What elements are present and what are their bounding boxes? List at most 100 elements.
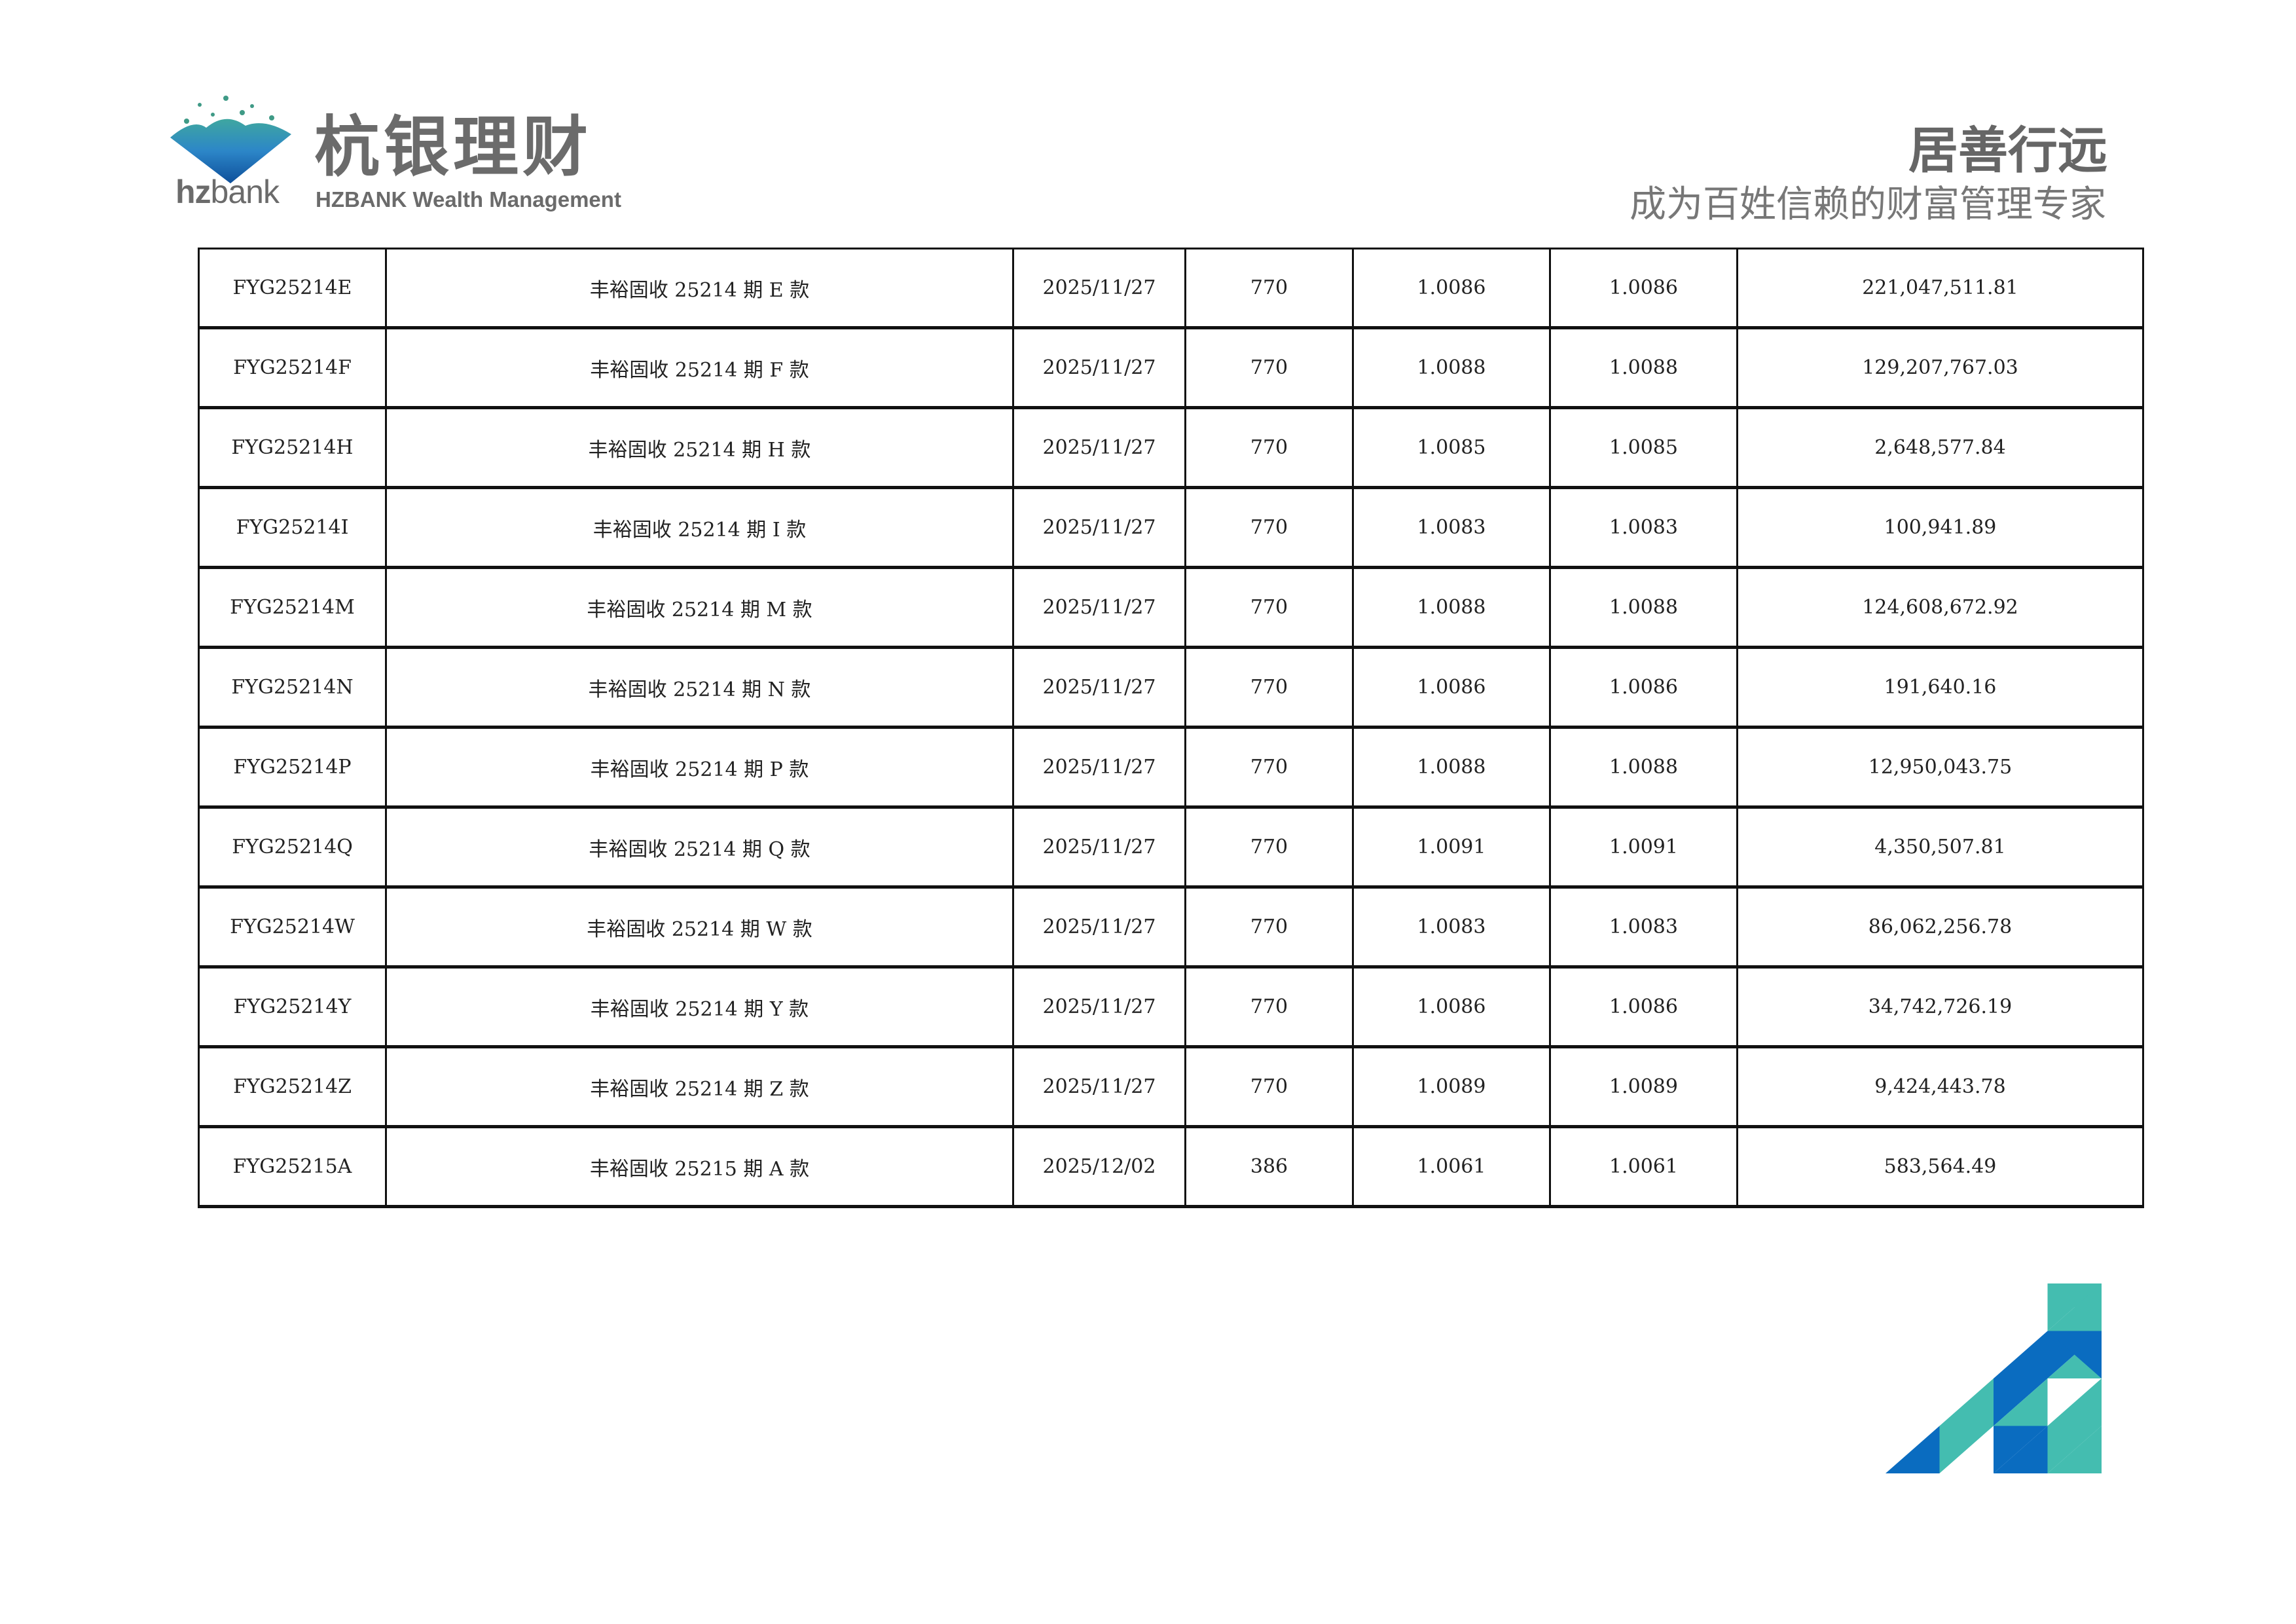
amount-cell: 2,648,577.84 — [1736, 407, 2144, 489]
unit-nav-cell: 1.0089 — [1352, 1046, 1551, 1128]
product-code-cell: FYG25215A — [198, 1126, 387, 1208]
brand-name-en: HZBANK Wealth Management — [316, 187, 621, 212]
amount-cell: 129,207,767.03 — [1736, 327, 2144, 409]
hzbank-logo-icon — [170, 96, 291, 183]
days-cell: 770 — [1184, 886, 1354, 968]
product-name-cell: 丰裕固收 25214 期 H 款 — [385, 407, 1014, 489]
cumulative-nav-cell: 1.0086 — [1549, 966, 1738, 1048]
triangle-tile — [1939, 1378, 1994, 1426]
date-cell: 2025/11/27 — [1012, 646, 1186, 728]
triangle-tile — [2047, 1283, 2102, 1331]
amount-cell: 100,941.89 — [1736, 487, 2144, 568]
triangle-tile — [1994, 1426, 2048, 1473]
triangle-tile — [2047, 1378, 2102, 1426]
tagline: 成为百姓信赖的财富管理专家 — [1630, 183, 2106, 226]
cumulative-nav-cell: 1.0083 — [1549, 886, 1738, 968]
product-code-cell: FYG25214Q — [198, 806, 387, 888]
table-row: FYG25214P 丰裕固收 25214 期 P 款 2025/11/27 770 1.… — [198, 726, 2144, 808]
product-name-cell: 丰裕固收 25214 期 I 款 — [385, 487, 1014, 568]
product-name-cell: 丰裕固收 25214 期 W 款 — [385, 886, 1014, 968]
table-row: FYG25214Q 丰裕固收 25214 期 Q 款 2025/11/27 770 1.… — [198, 806, 2144, 888]
days-cell: 770 — [1184, 248, 1354, 329]
days-cell: 770 — [1184, 407, 1354, 489]
amount-cell: 4,350,507.81 — [1736, 806, 2144, 888]
product-name-cell: 丰裕固收 25214 期 F 款 — [385, 327, 1014, 409]
days-cell: 770 — [1184, 1046, 1354, 1128]
product-code-cell: FYG25214I — [198, 487, 387, 568]
table-row: FYG25215A 丰裕固收 25215 期 A 款 2025/12/02 386 1.… — [198, 1126, 2144, 1208]
date-cell: 2025/11/27 — [1012, 1046, 1186, 1128]
cumulative-nav-cell: 1.0091 — [1549, 806, 1738, 888]
table-row: FYG25214N 丰裕固收 25214 期 N 款 2025/11/27 770 1.… — [198, 646, 2144, 728]
amount-cell: 583,564.49 — [1736, 1126, 2144, 1208]
unit-nav-cell: 1.0083 — [1352, 487, 1551, 568]
date-cell: 2025/11/27 — [1012, 566, 1186, 648]
unit-nav-cell: 1.0083 — [1352, 886, 1551, 968]
date-cell: 2025/11/27 — [1012, 248, 1186, 329]
triangle-tile — [1886, 1426, 1940, 1473]
days-cell: 770 — [1184, 966, 1354, 1048]
product-code-cell: FYG25214F — [198, 327, 387, 409]
product-code-cell: FYG25214P — [198, 726, 387, 808]
unit-nav-cell: 1.0086 — [1352, 966, 1551, 1048]
cumulative-nav-cell: 1.0086 — [1549, 646, 1738, 728]
unit-nav-cell: 1.0088 — [1352, 566, 1551, 648]
product-name-cell: 丰裕固收 25214 期 E 款 — [385, 248, 1014, 329]
product-code-cell: FYG25214N — [198, 646, 387, 728]
unit-nav-cell: 1.0088 — [1352, 726, 1551, 808]
product-name-cell: 丰裕固收 25214 期 Q 款 — [385, 806, 1014, 888]
amount-cell: 86,062,256.78 — [1736, 886, 2144, 968]
unit-nav-cell: 1.0091 — [1352, 806, 1551, 888]
cumulative-nav-cell: 1.0088 — [1549, 566, 1738, 648]
date-cell: 2025/11/27 — [1012, 327, 1186, 409]
cumulative-nav-cell: 1.0088 — [1549, 726, 1738, 808]
days-cell: 386 — [1184, 1126, 1354, 1208]
product-name-cell: 丰裕固收 25214 期 Y 款 — [385, 966, 1014, 1048]
product-code-cell: FYG25214M — [198, 566, 387, 648]
triangle-tile — [2047, 1331, 2102, 1378]
amount-cell: 191,640.16 — [1736, 646, 2144, 728]
days-cell: 770 — [1184, 806, 1354, 888]
brand-name-cn: 杭银理财 — [314, 109, 592, 185]
table-row: FYG25214E 丰裕固收 25214 期 E 款 2025/11/27 770 1.… — [198, 248, 2144, 329]
triangle-tile — [1939, 1426, 1994, 1473]
amount-cell: 9,424,443.78 — [1736, 1046, 2144, 1128]
product-code-cell: FYG25214Z — [198, 1046, 387, 1128]
unit-nav-cell: 1.0061 — [1352, 1126, 1551, 1208]
product-name-cell: 丰裕固收 25214 期 M 款 — [385, 566, 1014, 648]
nav-table: FYG25214E 丰裕固收 25214 期 E 款 2025/11/27 770 1.… — [198, 248, 2144, 1208]
unit-nav-cell: 1.0085 — [1352, 407, 1551, 489]
table-row: FYG25214I 丰裕固收 25214 期 I 款 2025/11/27 770 1.… — [198, 487, 2144, 568]
days-cell: 770 — [1184, 487, 1354, 568]
amount-cell: 221,047,511.81 — [1736, 248, 2144, 329]
product-name-cell: 丰裕固收 25214 期 Z 款 — [385, 1046, 1014, 1128]
cumulative-nav-cell: 1.0085 — [1549, 407, 1738, 489]
days-cell: 770 — [1184, 327, 1354, 409]
table-row: FYG25214M 丰裕固收 25214 期 M 款 2025/11/27 770 1.… — [198, 566, 2144, 648]
date-cell: 2025/11/27 — [1012, 487, 1186, 568]
triangle-tile — [2047, 1426, 2102, 1473]
cumulative-nav-cell: 1.0089 — [1549, 1046, 1738, 1128]
unit-nav-cell: 1.0086 — [1352, 248, 1551, 329]
table-row: FYG25214W 丰裕固收 25214 期 W 款 2025/11/27 770 1.… — [198, 886, 2144, 968]
date-cell: 2025/11/27 — [1012, 966, 1186, 1048]
date-cell: 2025/12/02 — [1012, 1126, 1186, 1208]
amount-cell: 124,608,672.92 — [1736, 566, 2144, 648]
product-name-cell: 丰裕固收 25214 期 P 款 — [385, 726, 1014, 808]
hzbank-wordmark: hzbank — [175, 174, 280, 210]
date-cell: 2025/11/27 — [1012, 726, 1186, 808]
unit-nav-cell: 1.0086 — [1352, 646, 1551, 728]
date-cell: 2025/11/27 — [1012, 806, 1186, 888]
table-row: FYG25214F 丰裕固收 25214 期 F 款 2025/11/27 770 1.… — [198, 327, 2144, 409]
triangle-tile — [1994, 1331, 2048, 1378]
days-cell: 770 — [1184, 566, 1354, 648]
unit-nav-cell: 1.0088 — [1352, 327, 1551, 409]
date-cell: 2025/11/27 — [1012, 886, 1186, 968]
days-cell: 770 — [1184, 726, 1354, 808]
product-code-cell: FYG25214Y — [198, 966, 387, 1048]
product-name-cell: 丰裕固收 25215 期 A 款 — [385, 1126, 1014, 1208]
product-code-cell: FYG25214E — [198, 248, 387, 329]
date-cell: 2025/11/27 — [1012, 407, 1186, 489]
cumulative-nav-cell: 1.0088 — [1549, 327, 1738, 409]
amount-cell: 12,950,043.75 — [1736, 726, 2144, 808]
